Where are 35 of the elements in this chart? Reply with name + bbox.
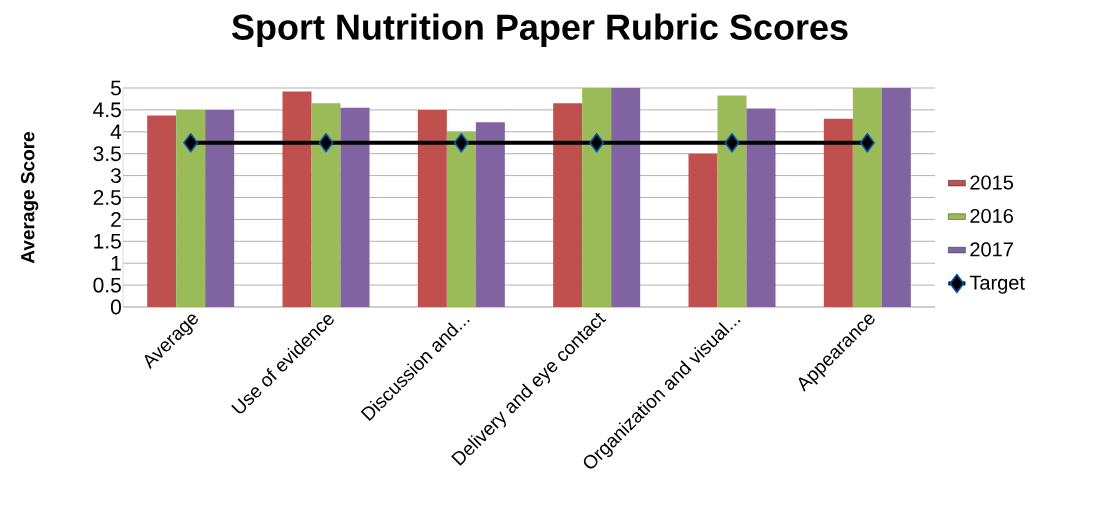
y-axis-title: Average Score bbox=[20, 132, 39, 264]
bar bbox=[881, 88, 911, 307]
y-tick-label: 5 bbox=[110, 80, 121, 96]
legend-label: Target bbox=[969, 275, 1025, 294]
bar bbox=[852, 88, 882, 307]
y-tick-label: 3.5 bbox=[93, 146, 121, 162]
y-tick-label: 2.5 bbox=[93, 190, 121, 205]
bar bbox=[475, 122, 505, 307]
bar bbox=[340, 107, 370, 307]
bar bbox=[282, 91, 312, 307]
legend-label: 2017 bbox=[970, 242, 1013, 257]
y-tick-label: 1 bbox=[111, 255, 121, 271]
bar bbox=[205, 109, 235, 307]
legend-label: 2015 bbox=[970, 175, 1014, 190]
bar bbox=[688, 153, 718, 307]
legend-label: 2016 bbox=[970, 208, 1013, 224]
y-tick-label: 0.5 bbox=[93, 277, 121, 293]
bar bbox=[311, 103, 341, 307]
bar bbox=[417, 109, 447, 307]
bar bbox=[746, 108, 776, 307]
bar bbox=[553, 103, 583, 307]
bar bbox=[147, 115, 177, 307]
y-tick-label: 2 bbox=[111, 212, 121, 227]
bar bbox=[717, 95, 747, 307]
bar bbox=[611, 88, 641, 307]
y-tick-label: 1.5 bbox=[94, 233, 121, 249]
y-tick-label: 4.5 bbox=[93, 102, 121, 118]
bar bbox=[582, 88, 612, 307]
y-tick-label: 3 bbox=[110, 168, 121, 184]
bar bbox=[446, 131, 476, 307]
y-tick-label: 4 bbox=[110, 124, 122, 140]
bar bbox=[823, 118, 853, 307]
y-tick-label: 0 bbox=[110, 299, 121, 315]
chart-title: Sport Nutrition Paper Rubric Scores bbox=[232, 13, 848, 48]
bar bbox=[176, 109, 206, 307]
